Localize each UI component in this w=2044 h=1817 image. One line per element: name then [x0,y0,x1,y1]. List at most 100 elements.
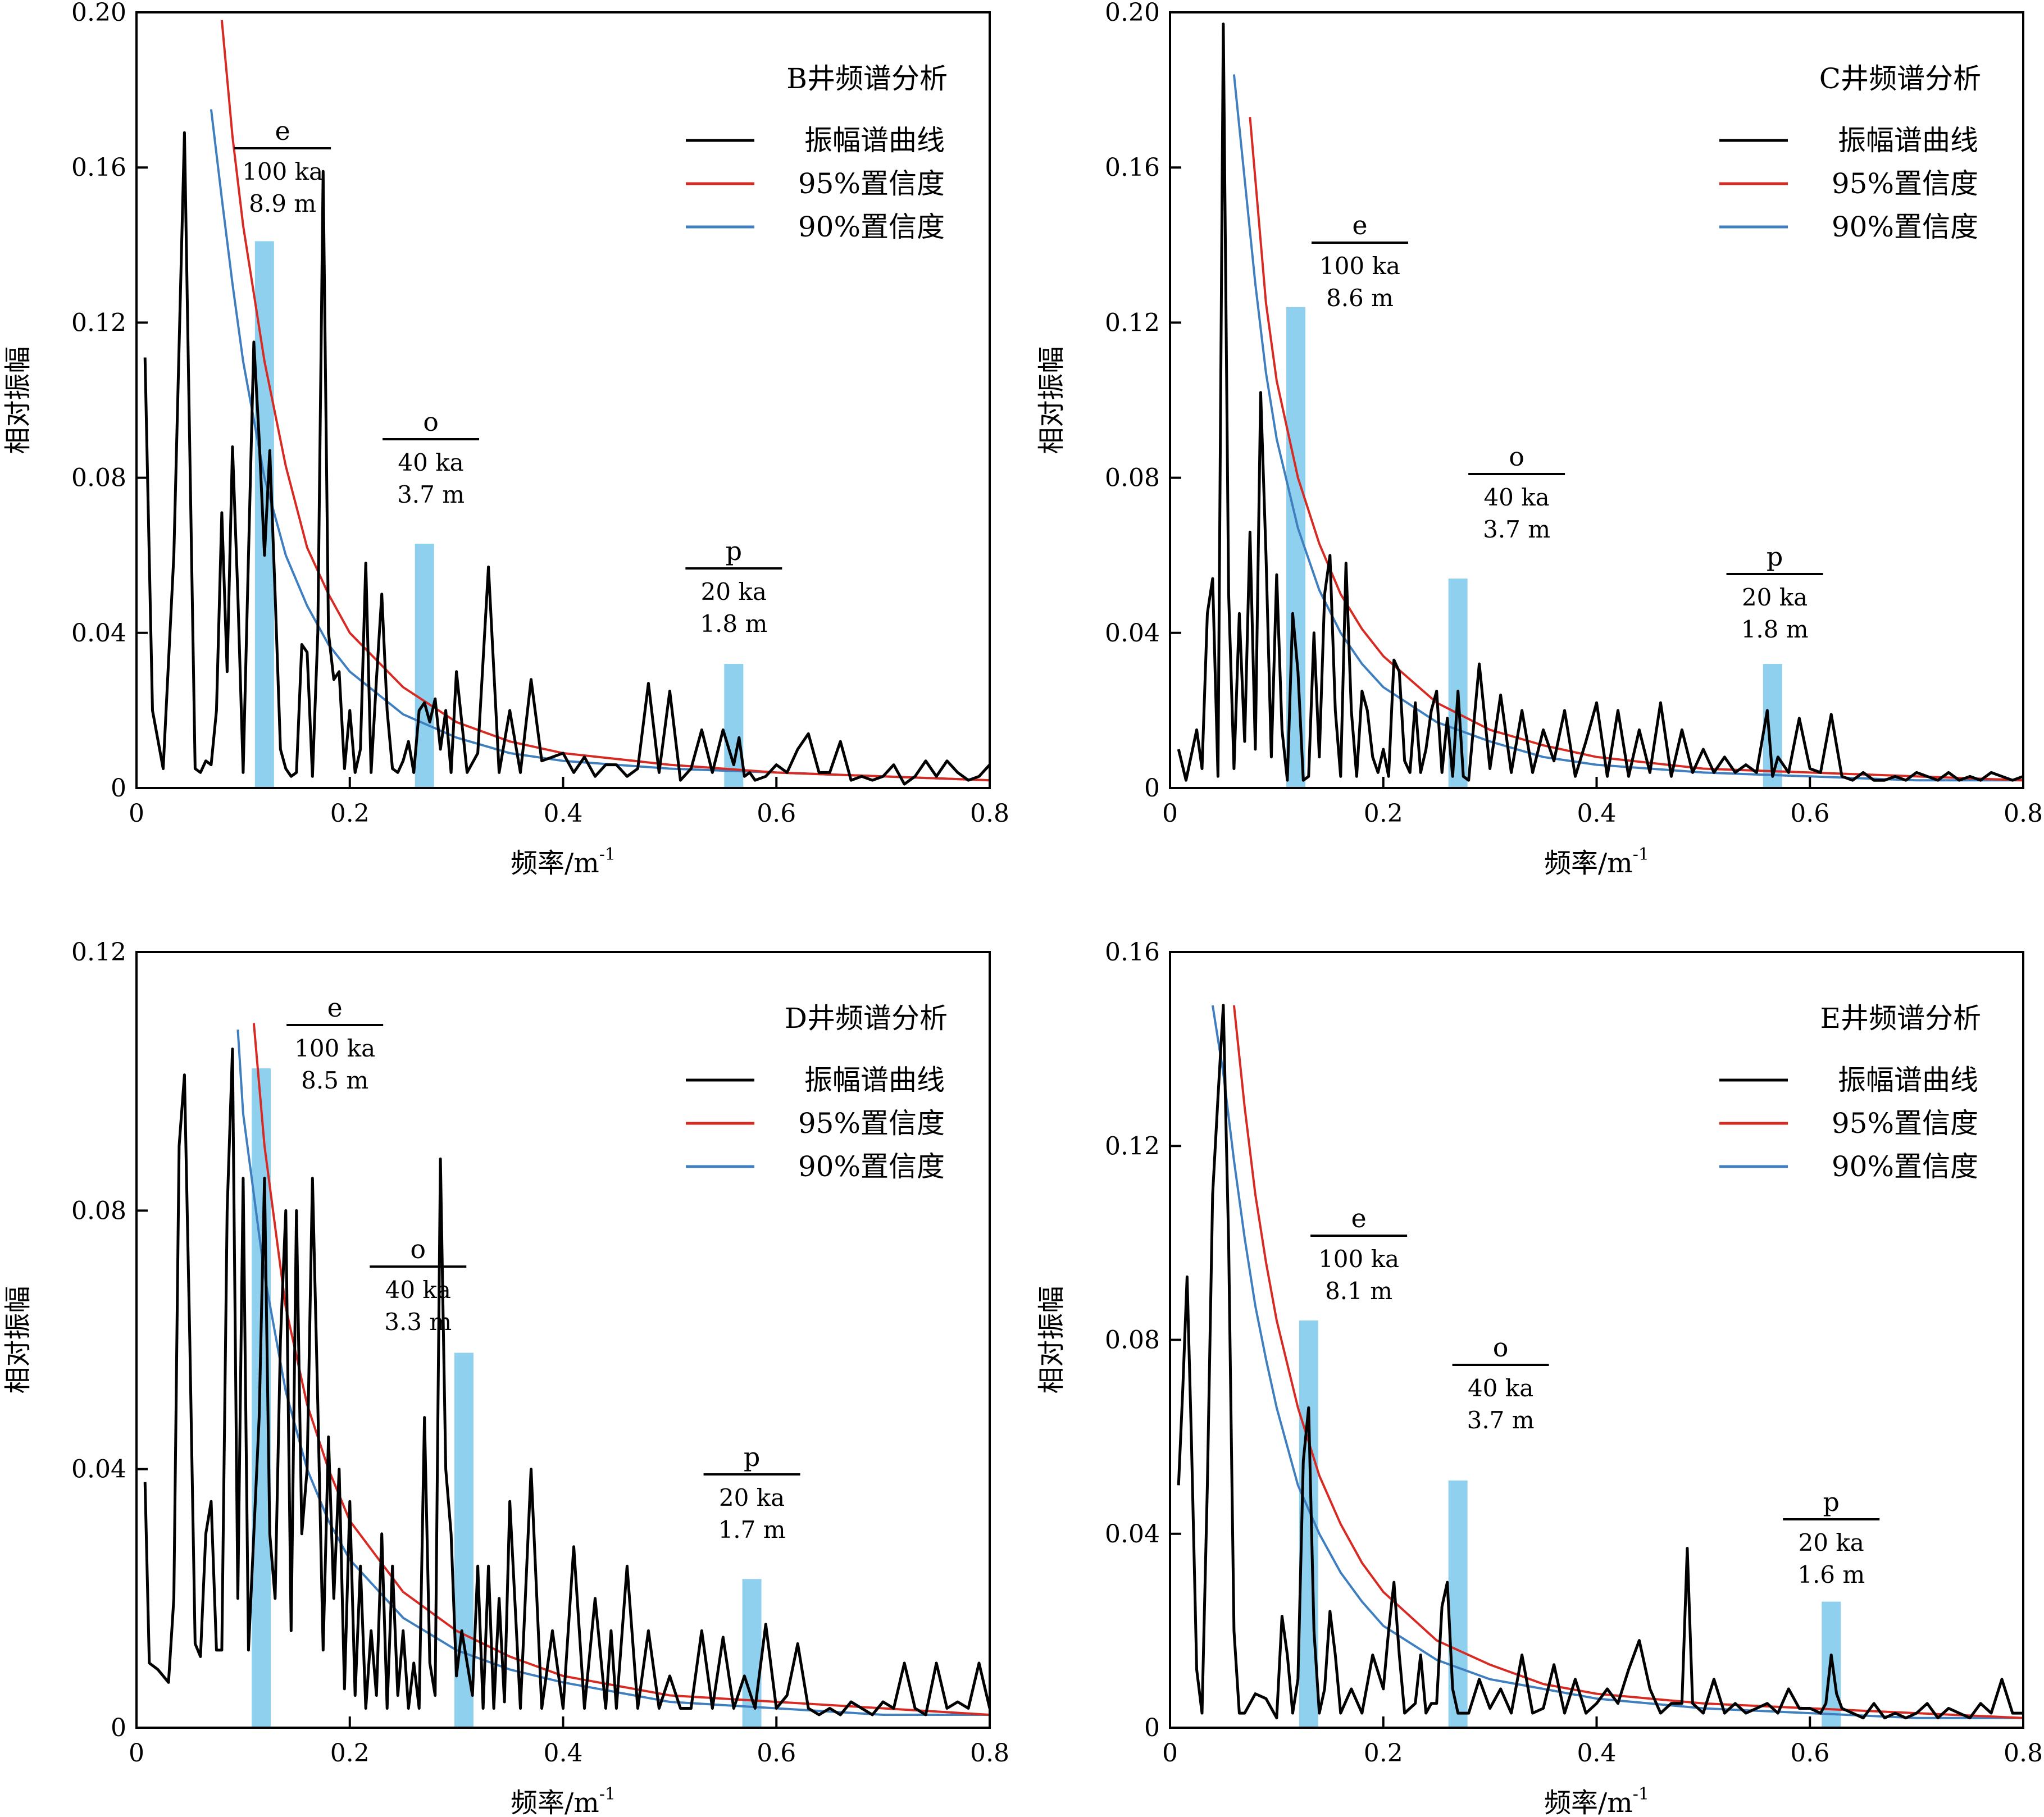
x-tick-label: 0.4 [1577,1739,1617,1768]
x-tick-label: 0.2 [330,799,370,828]
amplitude-spectrum-line [1177,22,2023,782]
legend: 振幅谱曲线 95%置信度 90%置信度 [686,124,945,243]
x-tick-label: 0.8 [970,799,1009,828]
cycle-thickness: 8.9 m [249,190,316,217]
legend-label-amplitude: 振幅谱曲线 [1838,1064,1978,1096]
chart-panel-3: 0 0.2 0.4 0.6 0.8 0 0.04 0.08 0.12 频率/m-1 相对振幅 D井频谱… [2,938,1009,1817]
cycle-symbol: o [1493,1332,1509,1363]
confidence-90-line [236,1029,990,1716]
cycle-symbol: p [1823,1487,1839,1517]
cycle-annotation-o: o 40 ka 3.7 m [1452,1332,1549,1434]
legend-label-amplitude: 振幅谱曲线 [804,124,945,157]
cycle-thickness: 3.7 m [1483,516,1550,543]
cycle-symbol: p [744,1442,760,1472]
cycle-period: 40 ka [385,1276,451,1304]
y-axis-label: 相对振幅 [2,1286,34,1394]
cycle-annotation-p: p 20 ka 1.6 m [1783,1487,1880,1588]
x-tick-label: 0.6 [757,1739,796,1768]
y-tick-label: 0.20 [71,0,126,27]
legend-label-conf90: 90%置信度 [798,211,945,243]
panel-title: E井频谱分析 [1820,1002,1982,1035]
panel-title: C井频谱分析 [1819,62,1981,95]
x-axis-label: 频率/m-1 [1544,845,1649,879]
chart-panel-1: 0 0.2 0.4 0.6 0.8 0 0.04 0.08 0.12 0.16 0.20 频率/m-1… [2,0,1009,879]
cycle-annotation-e: e 100 ka 8.1 m [1310,1203,1408,1305]
cycle-period: 100 ka [1319,252,1400,280]
amplitude-spectrum-line [143,131,990,786]
x-tick-label: 0.8 [970,1739,1009,1768]
cycle-period: 20 ka [1742,584,1808,611]
y-tick-label: 0 [111,1714,126,1742]
y-tick-label: 0.04 [1105,619,1160,648]
y-tick-label: 0.16 [1105,153,1160,182]
cycle-thickness: 3.3 m [384,1308,452,1336]
panel-title: B井频谱分析 [786,62,948,95]
legend-label-conf95: 95%置信度 [798,167,945,200]
cycle-band-p [724,664,744,788]
cycle-symbol: p [1767,541,1783,572]
y-axis-label: 相对振幅 [2,346,34,454]
x-tick-label: 0.4 [1577,799,1617,828]
y-tick-label: 0.08 [1105,464,1160,493]
cycle-annotation-o: o 40 ka 3.7 m [383,407,480,508]
y-tick-label: 0.04 [71,619,126,648]
legend-label-conf95: 95%置信度 [1832,1107,1978,1140]
x-tick-label: 0 [129,799,144,828]
x-tick-label: 0.8 [2004,1739,2043,1768]
cycle-period: 20 ka [1799,1529,1864,1556]
x-tick-label: 0.8 [2004,799,2043,828]
cycle-thickness: 8.1 m [1325,1277,1392,1305]
cycle-annotation-p: p 20 ka 1.8 m [685,536,782,637]
cycle-band-o [415,543,434,788]
y-tick-label: 0.12 [1105,308,1160,337]
y-tick-label: 0.04 [1105,1520,1160,1549]
cycle-period: 40 ka [398,449,463,476]
cycle-period: 40 ka [1483,484,1549,511]
y-tick-label: 0 [1144,774,1160,803]
cycle-thickness: 8.5 m [301,1067,368,1094]
x-axis-label: 频率/m-1 [1544,1784,1649,1817]
cycle-symbol: e [327,992,343,1023]
amplitude-spectrum-line [143,1048,990,1716]
cycle-thickness: 1.7 m [718,1516,786,1543]
cycle-period: 100 ka [294,1035,375,1062]
legend: 振幅谱曲线 95%置信度 90%置信度 [686,1064,945,1183]
cycle-annotation-o: o 40 ka 3.7 m [1468,441,1565,543]
y-tick-label: 0.08 [71,464,126,493]
x-tick-label: 0 [1162,799,1178,828]
cycle-period: 100 ka [242,158,323,185]
cycle-annotation-o: o 40 ka 3.3 m [370,1234,467,1336]
y-tick-label: 0.08 [1105,1326,1160,1355]
cycle-annotation-e: e 100 ka 8.6 m [1311,210,1408,312]
y-tick-label: 0.12 [1105,1132,1160,1160]
x-axis-label: 频率/m-1 [511,845,616,879]
cycle-symbol: o [410,1234,426,1264]
cycle-thickness: 1.8 m [1741,616,1809,643]
chart-panel-2: 0 0.2 0.4 0.6 0.8 0 0.04 0.08 0.12 0.16 0.20 频率/m-1… [1036,0,2043,879]
x-tick-label: 0.6 [757,799,796,828]
cycle-symbol: p [726,536,742,566]
y-tick-label: 0.16 [1105,938,1160,967]
cycle-annotation-e: e 100 ka 8.9 m [234,116,331,217]
cycle-annotation-p: p 20 ka 1.7 m [703,1442,800,1543]
x-axis-label: 频率/m-1 [511,1784,616,1817]
cycle-thickness: 3.7 m [1467,1406,1535,1434]
confidence-90-line [210,109,990,782]
y-tick-label: 0 [111,774,126,803]
legend: 振幅谱曲线 95%置信度 90%置信度 [1719,124,1978,243]
cycle-period: 100 ka [1318,1245,1399,1273]
x-tick-label: 0.2 [1364,1739,1403,1768]
y-tick-label: 0.12 [71,308,126,337]
y-tick-label: 0.12 [71,938,126,967]
x-tick-label: 0.4 [544,1739,583,1768]
x-tick-label: 0.2 [330,1739,370,1768]
x-tick-label: 0.6 [1790,1739,1829,1768]
cycle-symbol: o [423,407,439,437]
cycle-band-o [1448,1480,1468,1728]
x-tick-label: 0 [1162,1739,1178,1768]
panel-title: D井频谱分析 [785,1002,948,1035]
y-axis-label: 相对振幅 [1036,346,1067,454]
legend-label-conf90: 90%置信度 [1832,1150,1978,1183]
cycle-thickness: 1.6 m [1797,1561,1865,1588]
